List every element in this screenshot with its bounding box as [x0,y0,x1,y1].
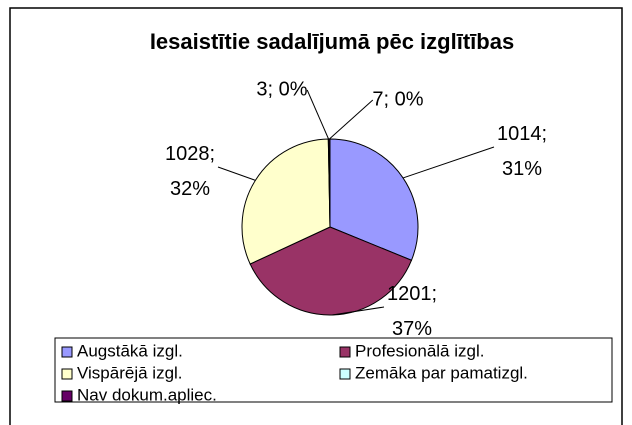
legend-swatch [61,368,73,380]
chart-title: Iesaistītie sadalījumā pēc izglītības [150,29,514,54]
legend-swatch [339,346,351,358]
pie-slice [241,138,331,265]
data-label: 1028; 32% [165,143,215,200]
legend-label: Nav dokum.apliec. [77,385,217,404]
legend-box [54,337,613,403]
leader-line [402,146,495,179]
legend-label: Profesionālā izgl. [355,341,484,360]
legend-swatch [339,368,351,380]
leader-line [217,166,256,181]
leader-line [329,99,374,140]
data-label: 3; 0% [256,78,307,100]
leader-line [331,306,385,316]
pie-slice [329,138,419,261]
leader-line [306,89,330,140]
legend-label: Augstākā izgl. [77,341,183,360]
data-label: 7; 0% [372,88,423,110]
legend-label: Zemāka par pamatizgl. [355,363,528,382]
legend-swatch [61,346,73,358]
data-label: 1014; 31% [497,123,547,180]
legend-swatch [61,390,73,402]
data-label: 1201; 37% [387,283,437,340]
legend-label: Vispārējā izgl. [77,363,183,382]
